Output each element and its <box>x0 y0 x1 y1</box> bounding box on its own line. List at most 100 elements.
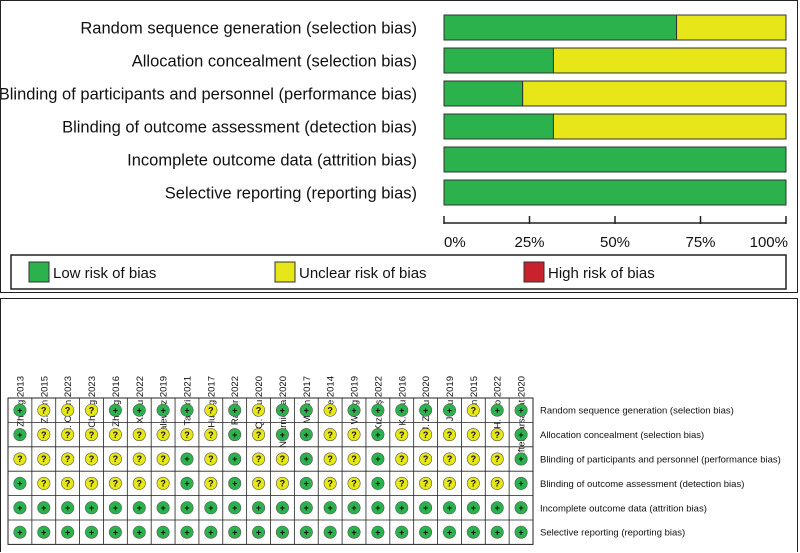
judgement-symbol: + <box>304 503 309 513</box>
domain-label: Selective reporting (reporting bias) <box>165 185 417 203</box>
judgement-dot-unclear <box>37 452 51 466</box>
judgement-symbol: + <box>495 527 500 537</box>
judgement-symbol: + <box>89 527 94 537</box>
judgement-symbol: + <box>184 503 189 513</box>
judgement-symbol: + <box>184 527 189 537</box>
judgement-dot-low <box>13 501 27 515</box>
judgement-dot-unclear <box>442 476 456 490</box>
row-label: Allocation concealment (selection bias) <box>540 430 704 441</box>
x-tick-label: 75% <box>685 234 715 251</box>
judgement-dot-low <box>228 476 242 490</box>
judgement-symbol: ? <box>351 430 357 440</box>
judgement-dot-low <box>419 403 433 417</box>
judgement-dot-low <box>371 501 385 515</box>
legend-box <box>10 254 787 290</box>
legend-swatch-unclear <box>274 261 296 283</box>
judgement-symbol: + <box>41 527 46 537</box>
judgement-dot-low <box>275 525 289 539</box>
judgement-dot-low <box>347 403 361 417</box>
judgement-dot-unclear <box>61 452 75 466</box>
judgement-dot-low <box>442 403 456 417</box>
judgement-symbol: + <box>208 503 213 513</box>
judgement-symbol: + <box>423 503 428 513</box>
judgement-dot-low <box>85 525 99 539</box>
judgement-symbol: + <box>447 405 452 415</box>
judgement-symbol: + <box>351 405 356 415</box>
judgement-symbol: ? <box>41 405 47 415</box>
judgement-symbol: + <box>518 454 523 464</box>
judgement-dot-low <box>156 403 170 417</box>
judgement-dot-unclear <box>61 403 75 417</box>
judgement-symbol: ? <box>65 405 71 415</box>
judgement-dot-unclear <box>37 476 51 490</box>
judgement-dot-unclear <box>347 428 361 442</box>
judgement-dot-unclear <box>466 403 480 417</box>
judgement-symbol: ? <box>399 430 405 440</box>
judgement-dot-low <box>37 501 51 515</box>
judgement-dot-low <box>299 452 313 466</box>
judgement-symbol: + <box>351 527 356 537</box>
judgement-dot-low <box>323 501 337 515</box>
judgement-dot-unclear <box>37 403 51 417</box>
judgement-symbol: ? <box>89 479 95 489</box>
bar-segment-low <box>443 47 554 74</box>
judgement-dot-low <box>299 476 313 490</box>
x-tick-label: 50% <box>600 234 630 251</box>
judgement-symbol: + <box>518 430 523 440</box>
judgement-symbol: ? <box>327 454 333 464</box>
judgement-dot-unclear <box>108 452 122 466</box>
judgement-dot-low <box>490 525 504 539</box>
judgement-dot-low <box>419 501 433 515</box>
bar-segment-low <box>443 146 787 173</box>
judgement-symbol: + <box>447 503 452 513</box>
bar-segment-low <box>443 113 554 140</box>
judgement-symbol: ? <box>41 454 47 464</box>
judgement-dot-low <box>371 428 385 442</box>
judgement-dot-unclear <box>132 428 146 442</box>
judgement-symbol: ? <box>17 454 23 464</box>
judgement-symbol: + <box>280 503 285 513</box>
judgement-dot-unclear <box>252 403 266 417</box>
legend-label: Unclear risk of bias <box>299 265 427 282</box>
judgement-dot-unclear <box>442 428 456 442</box>
row-label: Blinding of participants and personnel (… <box>540 455 781 466</box>
judgement-symbol: + <box>375 430 380 440</box>
judgement-symbol: ? <box>256 430 262 440</box>
judgement-dot-low <box>228 428 242 442</box>
judgement-dot-low <box>514 525 528 539</box>
judgement-symbol: ? <box>65 454 71 464</box>
judgement-symbol: + <box>184 454 189 464</box>
domain-label: Allocation concealment (selection bias) <box>132 53 417 71</box>
judgement-symbol: ? <box>447 479 453 489</box>
judgement-symbol: + <box>17 405 22 415</box>
judgement-dot-unclear <box>490 428 504 442</box>
judgement-symbol: + <box>184 479 189 489</box>
judgement-symbol: ? <box>256 405 262 415</box>
judgement-symbol: ? <box>423 454 429 464</box>
judgement-symbol: ? <box>208 405 214 415</box>
judgement-dot-low <box>13 428 27 442</box>
judgement-symbol: ? <box>351 479 357 489</box>
judgement-symbol: + <box>399 503 404 513</box>
judgement-dot-unclear <box>275 476 289 490</box>
study-label: Moon 2017 <box>302 376 313 424</box>
judgement-dot-unclear <box>156 428 170 442</box>
judgement-dot-low <box>395 501 409 515</box>
judgement-symbol: + <box>304 430 309 440</box>
judgement-dot-unclear <box>395 428 409 442</box>
judgement-symbol: + <box>423 527 428 537</box>
judgement-dot-low <box>371 476 385 490</box>
judgement-dot-unclear <box>490 476 504 490</box>
judgement-symbol: ? <box>471 479 477 489</box>
judgement-dot-low <box>371 452 385 466</box>
judgement-symbol: + <box>471 527 476 537</box>
judgement-dot-unclear <box>323 476 337 490</box>
judgement-symbol: + <box>17 430 22 440</box>
judgement-dot-low <box>228 403 242 417</box>
judgement-symbol: + <box>160 503 165 513</box>
judgement-dot-low <box>132 525 146 539</box>
judgement-symbol: + <box>256 503 261 513</box>
judgement-symbol: + <box>304 405 309 415</box>
judgement-symbol: + <box>137 405 142 415</box>
judgement-dot-low <box>13 403 27 417</box>
